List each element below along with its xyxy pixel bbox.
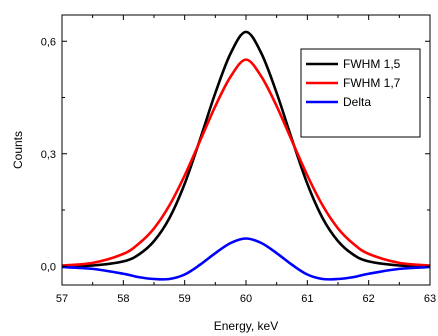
x-tick-label: 57 [56,293,68,305]
legend-label-0: FWHM 1,5 [343,57,401,71]
series-line-1 [62,58,430,267]
x-tick-label: 58 [117,293,129,305]
x-tick-label: 60 [240,293,252,305]
plot-frame [61,14,431,286]
legend-label-1: FWHM 1,7 [343,76,401,90]
legend-label-2: Delta [343,95,371,109]
ticks-layer: 57 58 59 60 61 62 63 0,0 0,3 0,6 [41,15,436,305]
x-tick-label: 62 [363,293,375,305]
x-axis-title: Energy, keV [214,319,278,333]
legend: FWHM 1,5 FWHM 1,7 Delta [300,48,421,138]
x-tick-label: 59 [179,293,191,305]
y-tick-label: 0,6 [41,36,56,48]
y-tick-label: 0,0 [41,261,56,273]
x-tick-label: 63 [424,293,436,305]
x-tick-label: 61 [301,293,313,305]
series-line-2 [62,237,430,281]
series-line-0 [62,30,430,268]
y-tick-label: 0,3 [41,149,56,161]
curves-layer [62,30,430,281]
y-axis-title: Counts [11,131,25,169]
